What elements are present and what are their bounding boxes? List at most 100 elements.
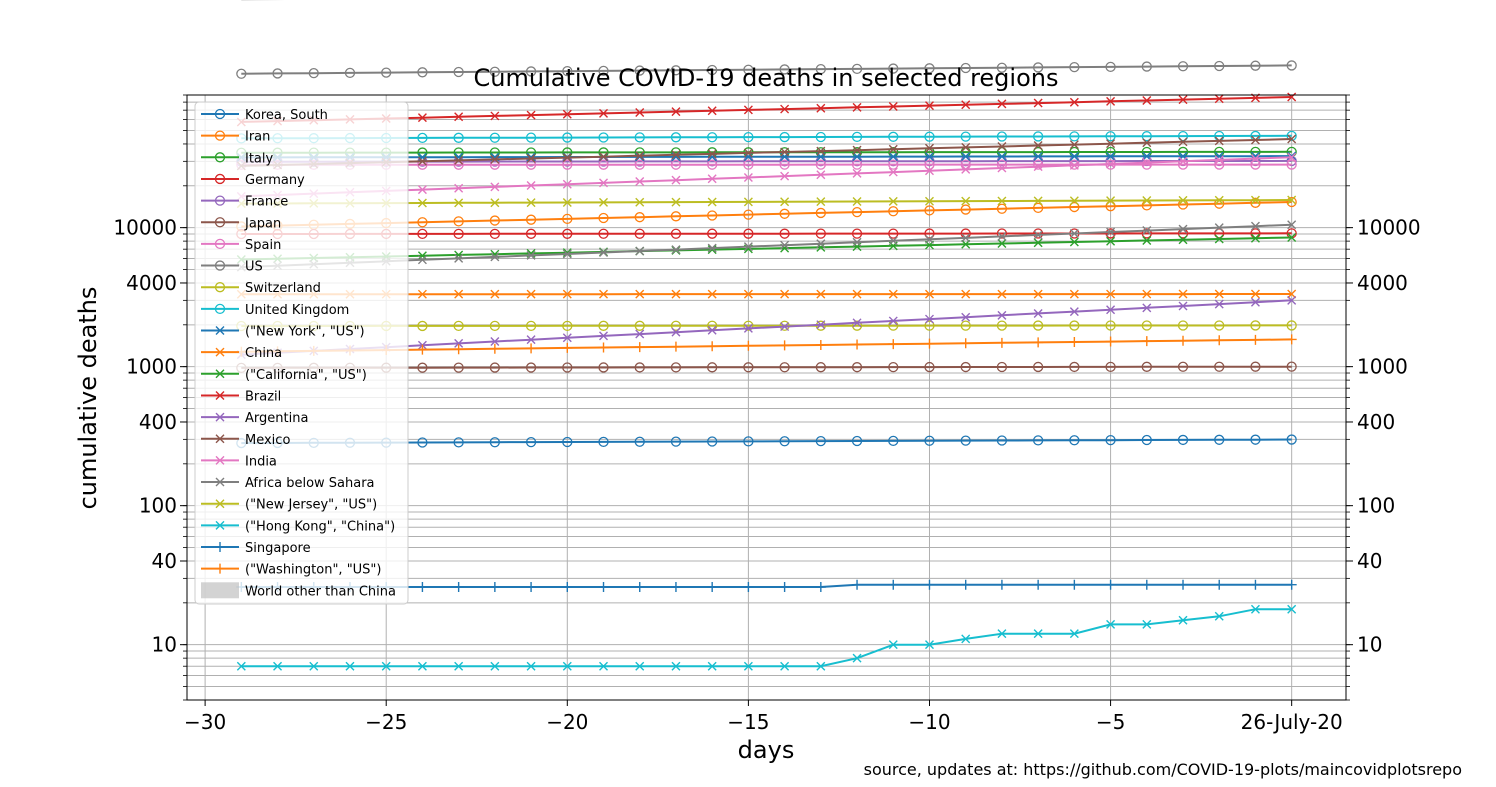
data-point [852, 145, 862, 155]
y-tick-label-left: 100 [139, 494, 177, 518]
data-point [453, 66, 464, 78]
data-point [1033, 230, 1043, 240]
data-point [599, 331, 609, 341]
legend-marker [215, 412, 225, 422]
data-point [888, 579, 899, 590]
data-point [490, 154, 500, 164]
legend-marker [215, 499, 225, 509]
data-point [816, 289, 826, 299]
data-point [852, 653, 862, 663]
data-point [961, 239, 971, 249]
data-point [1214, 234, 1224, 244]
data-point [635, 329, 645, 339]
data-point [417, 152, 427, 162]
data-point [562, 362, 573, 373]
data-point [489, 66, 501, 77]
data-point [779, 581, 790, 592]
data-point [634, 228, 645, 239]
series-line [241, 199, 1292, 205]
data-point [635, 197, 645, 207]
data-point [779, 340, 790, 351]
data-point [272, 68, 283, 79]
data-point [1250, 320, 1261, 331]
data-point [526, 181, 536, 191]
y-tick-label-right: 400 [1357, 410, 1395, 434]
data-point [1106, 196, 1116, 206]
data-point [707, 197, 717, 207]
legend-marker [215, 347, 225, 357]
legend-label: France [245, 195, 288, 210]
data-point [1214, 335, 1225, 346]
data-point [417, 251, 427, 261]
data-point [1250, 361, 1261, 372]
data-point [598, 132, 609, 143]
data-point [598, 320, 609, 331]
data-point [1142, 226, 1152, 236]
legend-label: World other than China [245, 584, 396, 599]
data-point [526, 581, 537, 592]
data-point [562, 132, 573, 143]
data-point [924, 101, 934, 111]
data-point [526, 289, 536, 299]
data-point [888, 435, 899, 447]
data-point [1105, 320, 1116, 331]
legend-marker [215, 520, 225, 530]
data-point [598, 159, 609, 170]
data-point [997, 99, 1007, 109]
data-point [1250, 334, 1261, 345]
data-point [417, 320, 428, 332]
data-point [308, 68, 319, 79]
data-point [1032, 435, 1044, 446]
data-point [707, 106, 717, 116]
data-point [1178, 289, 1188, 299]
data-point [1142, 196, 1152, 206]
data-point [1033, 337, 1044, 348]
data-point [1286, 159, 1297, 170]
data-point [1214, 155, 1224, 165]
data-point [273, 661, 283, 671]
x-tick-label: −5 [1096, 710, 1125, 734]
data-point [1286, 130, 1297, 141]
data-point [562, 109, 572, 119]
data-point [1069, 361, 1080, 373]
data-point [562, 197, 572, 207]
data-point [1214, 60, 1225, 72]
data-point [1214, 361, 1225, 372]
data-point [707, 341, 718, 352]
data-point [1178, 224, 1188, 234]
data-point [743, 209, 754, 220]
data-point [634, 581, 645, 592]
data-point [562, 248, 572, 258]
data-point [743, 152, 753, 162]
data-point [670, 436, 682, 447]
data-point [417, 581, 428, 592]
data-point [344, 67, 356, 79]
data-point [996, 337, 1007, 348]
data-point [417, 661, 427, 671]
source-note: source, updates at: https://github.com/C… [864, 760, 1462, 779]
legend-marker [214, 130, 226, 141]
y-tick-label-left: 10000 [113, 216, 177, 240]
data-point [526, 661, 536, 671]
data-point [743, 320, 754, 331]
data-point [1177, 61, 1189, 72]
data-point [526, 343, 537, 354]
data-point [489, 343, 500, 354]
data-point [924, 640, 934, 650]
data-point [1105, 228, 1116, 239]
data-point [1141, 228, 1152, 239]
data-point [1033, 196, 1043, 206]
x-axis-label: days [738, 736, 795, 764]
data-point [997, 196, 1007, 206]
data-point [1287, 295, 1297, 305]
data-point [707, 661, 717, 671]
data-point [453, 344, 464, 355]
data-point [599, 289, 609, 299]
legend-marker [214, 217, 226, 228]
data-point [489, 132, 501, 143]
data-point [1105, 361, 1116, 373]
data-point [1069, 289, 1079, 299]
series-band-world [241, 0, 285, 1]
data-point [417, 185, 427, 195]
data-point [1106, 289, 1116, 299]
